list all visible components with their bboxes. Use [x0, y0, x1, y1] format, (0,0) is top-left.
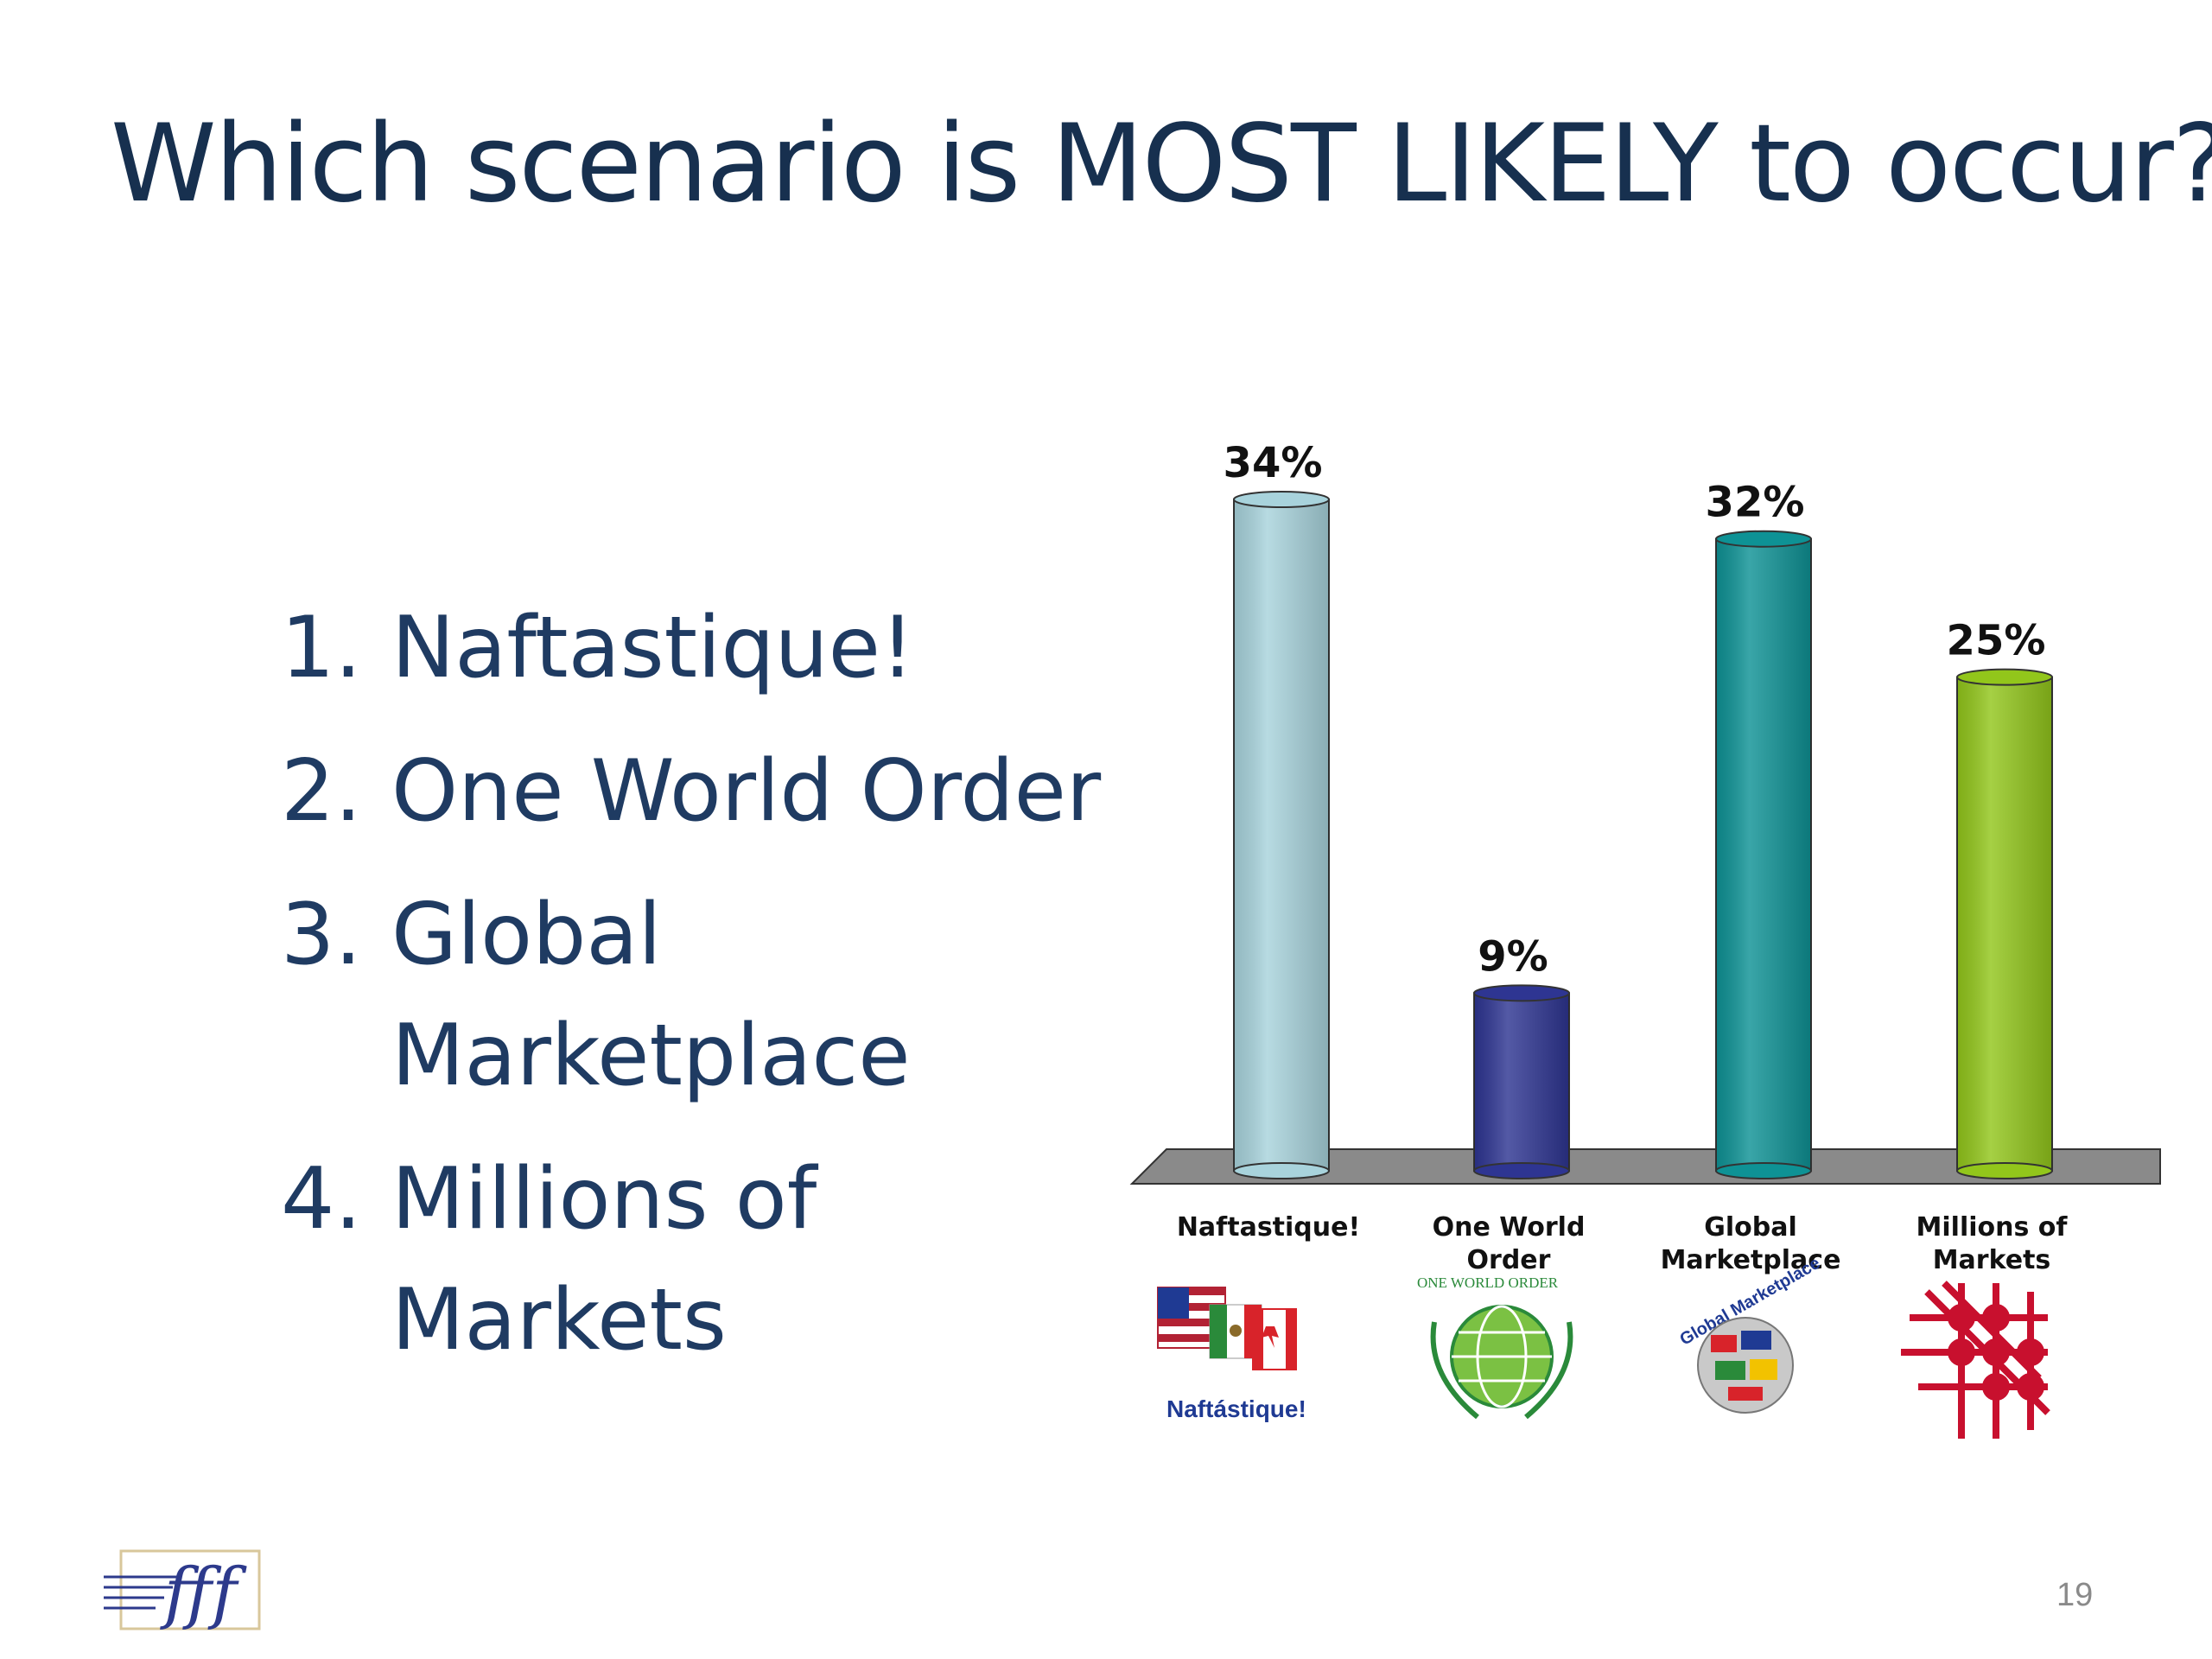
option-text: One World Order	[391, 742, 1102, 841]
bar-base	[1956, 1162, 2053, 1179]
bar-shading	[1957, 677, 2052, 1171]
option-1: 1. Naftastique!	[281, 588, 1145, 709]
flag-globe-icon: Global Marketplace	[1677, 1254, 1823, 1414]
option-text: Naftastique!	[391, 599, 915, 697]
category-label: One World Order	[1433, 1212, 1586, 1275]
category-label: Global Marketplace	[1661, 1212, 1841, 1275]
bar-shading	[1474, 993, 1569, 1171]
option-2: 2. One World Order	[281, 731, 1145, 852]
bar-shading	[1716, 538, 1811, 1171]
option-number: 3.	[281, 886, 362, 984]
bar-base	[1473, 1162, 1570, 1179]
option-number: 4.	[281, 1150, 362, 1249]
page-number: 19	[2056, 1577, 2094, 1613]
option-3: 3. Global Marketplace	[281, 874, 927, 1116]
bar-cap	[1233, 491, 1330, 508]
category-label: Millions of Markets	[1916, 1212, 2069, 1275]
bar-base	[1233, 1162, 1330, 1179]
data-label: 9%	[1478, 932, 1548, 981]
options-list: 1. Naftastique! 2. One World Order 3. Gl…	[281, 588, 1145, 1403]
bar-chart: 34% 9% 32% 25% Naftastique! One World Order Gl…	[1129, 439, 2161, 1439]
option-number: 1.	[281, 599, 362, 697]
bar-cap	[1715, 530, 1812, 548]
one-world-caption: ONE WORLD ORDER	[1417, 1274, 1559, 1291]
bar-shading	[1234, 499, 1329, 1171]
option-text: Millions of Markets	[391, 1150, 817, 1370]
data-label: 32%	[1706, 479, 1805, 527]
bar-cap	[1956, 668, 2053, 686]
bar-base	[1715, 1162, 1812, 1179]
fff-logo: fff	[104, 1549, 261, 1632]
chart-floor	[1129, 1148, 2161, 1185]
data-label: 34%	[1224, 439, 1323, 487]
slide-title: Which scenario is MOST LIKELY to occur?	[111, 102, 2212, 226]
logo-text: fff	[160, 1554, 247, 1632]
globe-laurel-icon: ONE WORLD ORDER	[1417, 1274, 1573, 1420]
nafta-caption: Naftástique!	[1166, 1395, 1306, 1422]
option-number: 2.	[281, 742, 362, 841]
category-label: Naftastique!	[1177, 1212, 1360, 1243]
option-text: Global Marketplace	[391, 886, 911, 1105]
option-4: 4. Millions of Markets	[281, 1139, 927, 1381]
nafta-flags-icon: Naftástique!	[1157, 1287, 1306, 1422]
bar-cap	[1473, 984, 1570, 1002]
red-network-icon	[1901, 1281, 2050, 1439]
data-label: 25%	[1947, 617, 2046, 665]
